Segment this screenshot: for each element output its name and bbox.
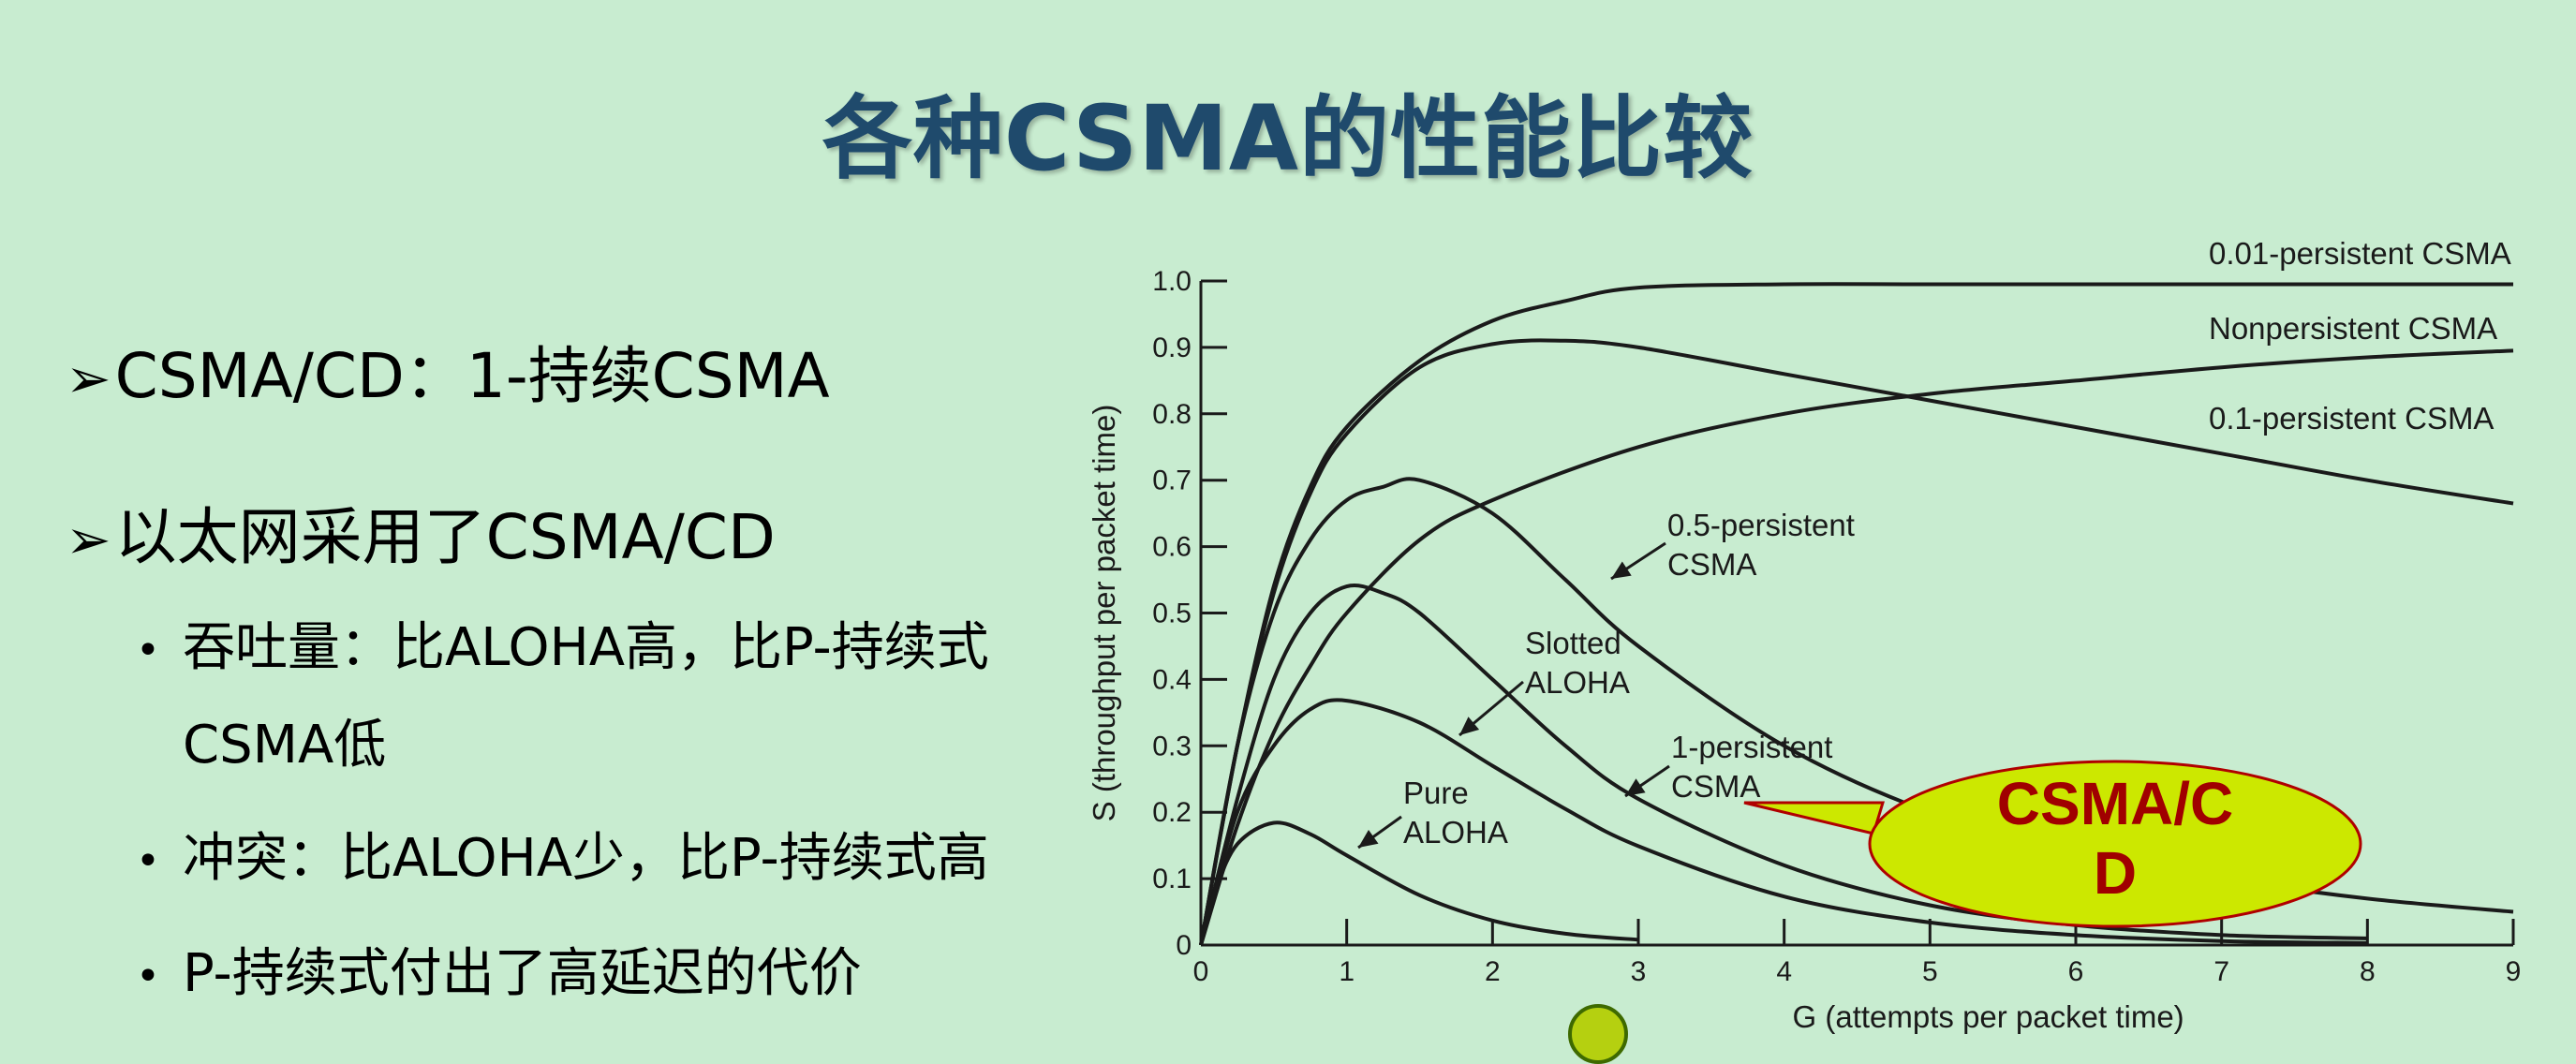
label-001-persistent: 0.01-persistent CSMA [2209,236,2511,271]
dot-bullet-icon: • [136,836,160,885]
y-tick-label: 0.8 [1152,399,1192,430]
callout-bubble [1868,760,2362,928]
sub-bullet-line: 冲突：比ALOHA少，比P-持续式高 [183,828,989,889]
x-tick-label: 2 [1485,956,1501,987]
y-tick-label: 0.5 [1152,598,1192,629]
x-tick-label: 1 [1339,956,1355,987]
y-tick-label: 0.1 [1152,864,1192,894]
sub-bullet-line: 吞吐量：比ALOHA高，比P-持续式 [183,617,989,678]
bullet-text: 以太网采用了CSMA/CD [114,501,776,573]
dot-bullet-icon: • [136,952,160,1000]
y-axis-label: S (throughput per packet time) [1087,405,1121,822]
sub-bullet-line: P-持续式付出了高延迟的代价 [183,943,862,1004]
y-tick-label: 0.9 [1152,332,1192,363]
y-tick-label: 0.7 [1152,466,1192,496]
sub-bullet-throughput: • 吞吐量：比ALOHA高，比P-持续式 [136,599,989,700]
label-1-persistent: 1-persistent [1671,730,1832,764]
y-tick-label: 1.0 [1152,266,1192,297]
label-05-persistent: 0.5-persistent [1667,508,1855,542]
y-tick-label: 0.3 [1152,731,1192,761]
series-line-01-persistent [1199,338,2514,946]
callout-pointer [1743,801,1886,835]
callout-text-line1: CSMA/C [1997,770,2233,837]
sub-bullet-delay: • P-持续式付出了高延迟的代价 [136,925,862,1026]
callout-text-line2: D [2094,839,2137,907]
series-line-slotted-aloha [1199,698,2368,946]
y-tick-label: 0.4 [1152,664,1192,695]
y-tick-label: 0.2 [1152,797,1192,828]
x-tick-label: 9 [2506,956,2522,987]
slide-nav-icon[interactable] [1568,1004,1628,1064]
x-tick-label: 4 [1776,956,1792,987]
label-01-persistent: 0.1-persistent CSMA [2209,401,2494,436]
y-tick-label: 0 [1176,930,1192,961]
leader-arrowhead-icon [1459,717,1480,735]
leader-arrowhead-icon [1625,778,1646,796]
sub-bullet-collision: • 冲突：比ALOHA少，比P-持续式高 [136,810,989,910]
label-pure-aloha: ALOHA [1403,815,1508,850]
label-nonpersistent: Nonpersistent CSMA [2209,311,2497,346]
leader-arrowhead-icon [1611,561,1632,579]
label-slotted-aloha: Slotted [1525,626,1621,660]
label-slotted-aloha: ALOHA [1525,665,1630,700]
bullet-ethernet: ➢以太网采用了CSMA/CD [66,487,776,577]
label-05-persistent: CSMA [1667,547,1756,582]
arrow-bullet-icon: ➢ [66,347,111,410]
series-line-nonpersistent [1199,348,2514,946]
arrow-bullet-icon: ➢ [66,508,111,571]
dot-bullet-icon: • [136,626,160,674]
bullet-text: CSMA/CD：1-持续CSMA [114,340,830,412]
leader-arrowhead-icon [1358,830,1379,848]
slide-title: 各种CSMA的性能比较 [822,86,1754,191]
y-tick-label: 0.6 [1152,532,1192,563]
series-line-pure-aloha [1199,820,1639,946]
label-1-persistent: CSMA [1671,769,1760,804]
x-tick-label: 7 [2213,956,2229,987]
sub-bullet-throughput-cont: CSMA低 [183,697,386,794]
x-tick-label: 5 [1922,956,1938,987]
label-pure-aloha: Pure [1403,776,1469,810]
x-tick-label: 6 [2068,956,2084,987]
throughput-chart: 0 0.1 0.2 0.3 0.4 0.5 0.6 0.7 0.8 0.9 1.0 0 1 2 3 4 5 6 7 8… [1087,236,2522,1034]
x-tick-label: 3 [1631,956,1647,987]
x-tick-label: 0 [1193,956,1209,987]
x-axis-label: G (attempts per packet time) [1793,999,2184,1034]
bullet-csma-cd: ➢CSMA/CD：1-持续CSMA [66,326,830,416]
sub-bullet-line: CSMA低 [183,715,387,776]
x-tick-label: 8 [2360,956,2376,987]
